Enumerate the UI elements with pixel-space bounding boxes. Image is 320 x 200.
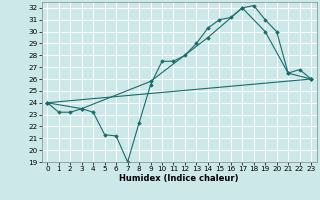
X-axis label: Humidex (Indice chaleur): Humidex (Indice chaleur) [119,174,239,183]
